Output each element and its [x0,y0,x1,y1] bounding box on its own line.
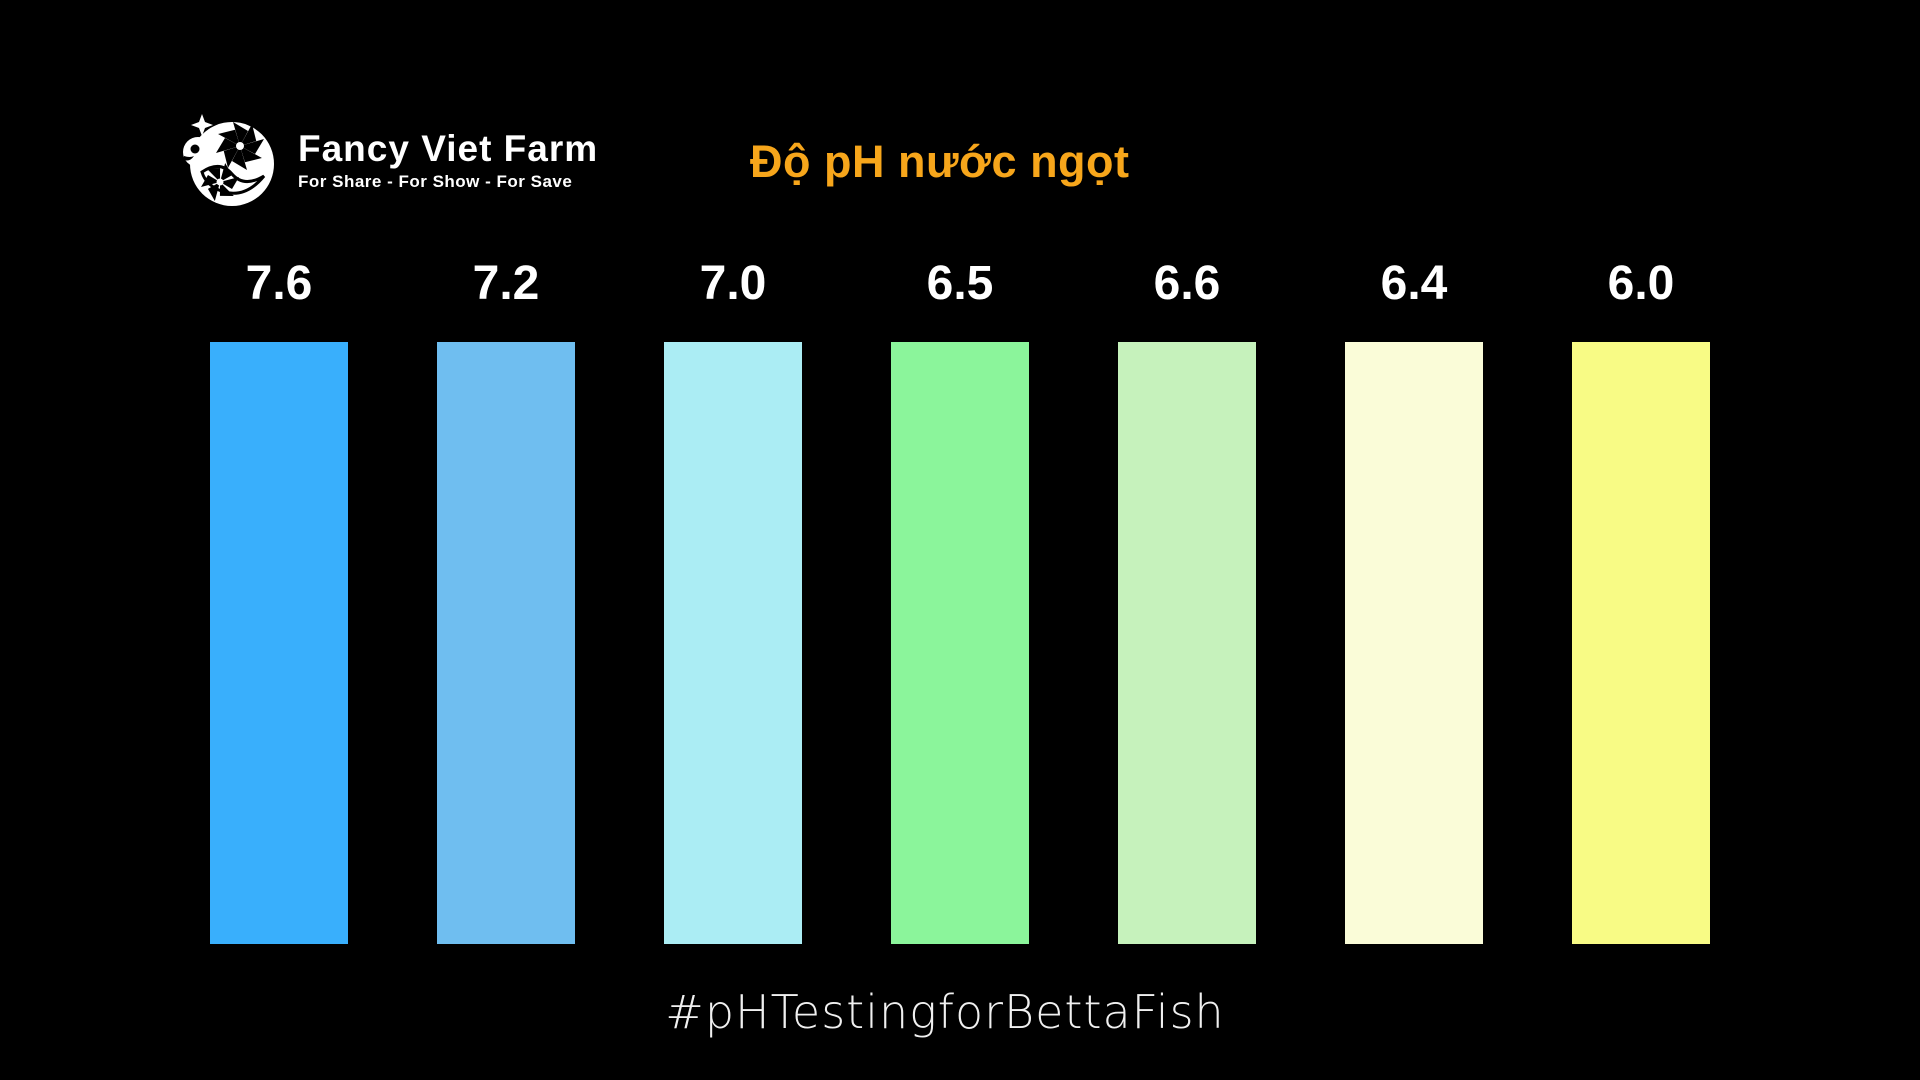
ph-column: 7.0 [664,258,802,944]
ph-column: 7.2 [437,258,575,944]
ph-value-label: 6.0 [1607,257,1675,310]
ph-column: 6.6 [1118,258,1256,944]
fancy-viet-farm-logo-icon [183,114,274,206]
ph-color-swatch [1345,342,1483,944]
ph-chart: 7.6 7.2 7.0 6.5 6.6 6.4 6.0 [210,258,1710,944]
ph-column: 6.5 [891,258,1029,944]
page-title: Độ pH nước ngọt [750,136,1130,187]
ph-value-label: 7.0 [699,257,767,310]
ph-color-swatch [437,342,575,944]
ph-value-label: 7.2 [472,257,540,310]
ph-color-swatch [210,342,348,944]
ph-column: 6.4 [1345,258,1483,944]
brand-name: Fancy Viet Farm [298,127,599,169]
ph-value-label: 6.6 [1153,257,1221,310]
ph-color-swatch [1572,342,1710,944]
ph-value-label: 6.5 [926,257,994,310]
ph-color-swatch [891,342,1029,944]
ph-value-label: 6.4 [1380,257,1448,310]
ph-color-swatch [1118,342,1256,944]
brand-tagline: For Share - For Show - For Save [298,171,573,191]
hashtag-caption: #pHTestingforBettaFish [665,985,1225,1039]
brand-header: Fancy Viet Farm For Share - For Show - F… [168,112,598,208]
brand-text-block: Fancy Viet Farm For Share - For Show - F… [298,127,599,192]
ph-column: 6.0 [1572,258,1710,944]
ph-column: 7.6 [210,258,348,944]
ph-value-label: 7.6 [245,257,313,310]
ph-color-swatch [664,342,802,944]
